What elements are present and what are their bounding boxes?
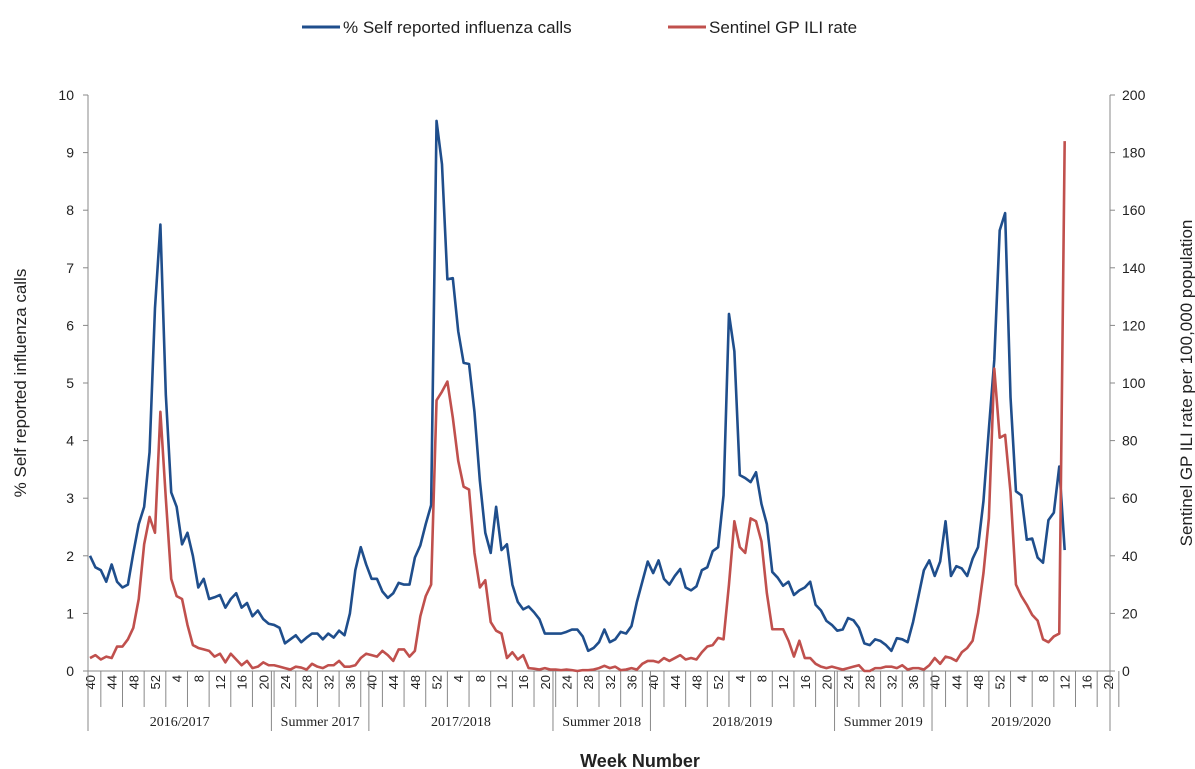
y2-tick-label: 160 [1122, 202, 1146, 218]
y-tick-label: 5 [66, 375, 74, 391]
x-tick-label: 48 [408, 675, 423, 689]
x-tick-label: 44 [386, 675, 401, 689]
x-tick-label: 44 [668, 675, 683, 689]
y2-tick-label: 0 [1122, 663, 1130, 679]
x-tick-label: 8 [473, 675, 488, 682]
group-label: 2016/2017 [150, 715, 210, 730]
x-tick-label: 40 [646, 675, 661, 689]
x-tick-label: 20 [256, 675, 271, 689]
x-tick-label: 52 [430, 675, 445, 689]
group-label: Summer 2017 [281, 715, 360, 730]
x-tick-label: 12 [213, 675, 228, 689]
x-tick-label: 12 [1058, 675, 1073, 689]
x-tick-label: 4 [733, 675, 748, 682]
x-tick-label: 4 [1014, 675, 1029, 682]
x-tick-label: 28 [300, 675, 315, 689]
y-tick-label: 1 [66, 605, 74, 621]
x-tick-label: 16 [1079, 675, 1094, 689]
y2-tick-label: 180 [1122, 145, 1146, 161]
x-tick-label: 8 [191, 675, 206, 682]
x-tick-label: 36 [624, 675, 639, 689]
y2-tick-label: 140 [1122, 260, 1146, 276]
x-tick-label: 40 [83, 675, 98, 689]
x-tick-label: 40 [365, 675, 380, 689]
y-tick-label: 9 [66, 145, 74, 161]
x-tick-label: 52 [148, 675, 163, 689]
x-tick-label: 20 [1101, 675, 1116, 689]
y2-tick-label: 200 [1122, 87, 1146, 103]
y2-tick-label: 20 [1122, 605, 1138, 621]
y-tick-label: 2 [66, 548, 74, 564]
x-tick-label: 48 [971, 675, 986, 689]
y2-tick-label: 120 [1122, 317, 1146, 333]
group-label: Summer 2019 [844, 715, 923, 730]
y2-tick-label: 80 [1122, 433, 1138, 449]
series-line [88, 119, 1066, 653]
y2-tick-label: 40 [1122, 548, 1138, 564]
legend-label: Sentinel GP ILI rate [709, 18, 857, 37]
x-tick-label: 40 [928, 675, 943, 689]
x-tick-label: 36 [906, 675, 921, 689]
x-tick-label: 44 [105, 675, 120, 689]
x-tick-label: 28 [581, 675, 596, 689]
x-tick-label: 32 [603, 675, 618, 689]
y2-axis-title: Sentinel GP ILI rate per 100,000 populat… [1177, 220, 1195, 547]
y-axis-title: % Self reported influenza calls [11, 269, 30, 498]
x-tick-label: 28 [863, 675, 878, 689]
x-tick-label: 16 [235, 675, 250, 689]
x-tick-label: 4 [451, 675, 466, 682]
y-tick-label: 6 [66, 317, 74, 333]
x-tick-label: 12 [776, 675, 791, 689]
y2-tick-label: 100 [1122, 375, 1146, 391]
x-tick-label: 32 [884, 675, 899, 689]
x-tick-label: 16 [516, 675, 531, 689]
y-tick-label: 8 [66, 202, 74, 218]
x-tick-label: 48 [689, 675, 704, 689]
x-tick-label: 32 [321, 675, 336, 689]
y-tick-label: 10 [58, 87, 74, 103]
group-label: 2017/2018 [431, 715, 491, 730]
x-tick-label: 44 [949, 675, 964, 689]
x-tick-label: 20 [819, 675, 834, 689]
x-tick-label: 24 [560, 675, 575, 689]
y-tick-label: 7 [66, 260, 74, 276]
x-tick-label: 48 [126, 675, 141, 689]
x-tick-label: 16 [798, 675, 813, 689]
y-tick-label: 0 [66, 663, 74, 679]
y2-tick-label: 60 [1122, 490, 1138, 506]
x-tick-label: 52 [711, 675, 726, 689]
legend-label: % Self reported influenza calls [343, 18, 572, 37]
x-tick-label: 8 [754, 675, 769, 682]
x-tick-label: 20 [538, 675, 553, 689]
x-tick-label: 4 [170, 675, 185, 682]
x-tick-label: 24 [278, 675, 293, 689]
group-label: 2019/2020 [991, 715, 1051, 730]
group-label: 2018/2019 [713, 715, 773, 730]
y-tick-label: 3 [66, 490, 74, 506]
series-line [89, 141, 1066, 673]
x-axis-title: Week Number [580, 751, 700, 769]
x-tick-label: 52 [993, 675, 1008, 689]
group-label: Summer 2018 [562, 715, 641, 730]
x-tick-label: 24 [841, 675, 856, 689]
x-tick-label: 36 [343, 675, 358, 689]
x-tick-label: 12 [495, 675, 510, 689]
y-tick-label: 4 [66, 433, 74, 449]
x-tick-label: 8 [1036, 675, 1051, 682]
